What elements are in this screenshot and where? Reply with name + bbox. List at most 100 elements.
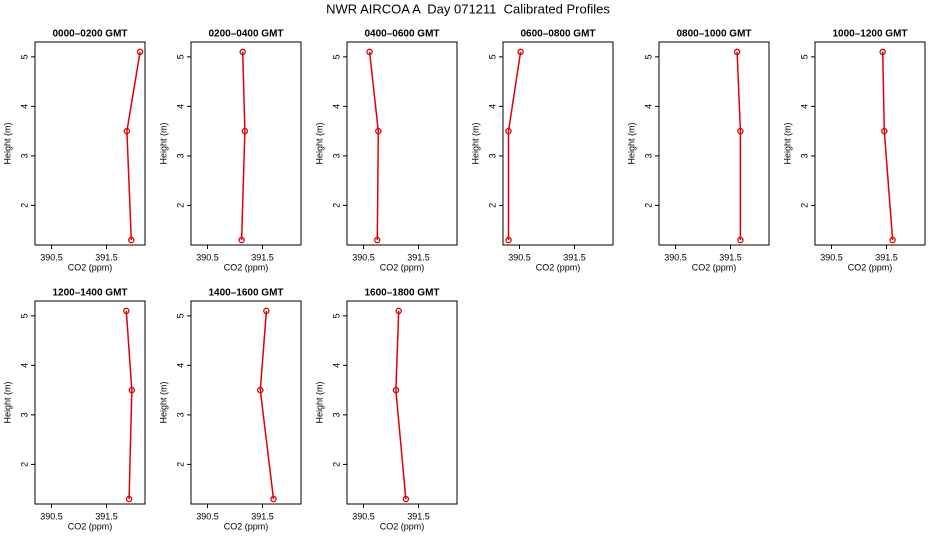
x-axis-label: CO2 (ppm): [68, 262, 113, 272]
y-tick-label: 2: [799, 203, 809, 208]
x-tick-label: 390.5: [196, 511, 219, 521]
y-tick-label: 4: [19, 363, 29, 368]
x-tick-label: 391.5: [563, 252, 586, 262]
x-tick-label: 390.5: [820, 252, 843, 262]
x-tick-label: 390.5: [352, 511, 375, 521]
y-tick-label: 5: [331, 313, 341, 318]
data-point: [136, 48, 144, 56]
profile-line: [259, 310, 275, 500]
plot-box: [34, 41, 146, 246]
panel: 1400–1600 GMT 390.5 391.5 2 3 4 5 CO2 (ppm) Heig…: [158, 288, 302, 531]
data-point: [517, 48, 524, 56]
x-axis-label: CO2 (ppm): [692, 262, 737, 272]
x-tick-label: 391.5: [719, 252, 742, 262]
panel: 0400–0600 GMT 390.5 391.5 2 3 4 5 CO2 (ppm) Heig…: [314, 29, 458, 272]
data-point: [733, 48, 741, 56]
y-axis-label: Height (m): [314, 122, 324, 164]
panel-title: 0000–0200 GMT: [52, 29, 127, 40]
plot-box: [34, 300, 146, 505]
data-point: [125, 495, 133, 503]
x-tick-label: 390.5: [352, 252, 375, 262]
data-point: [123, 127, 131, 135]
y-axis-label: Height (m): [314, 381, 324, 423]
panel: 0600–0800 GMT 390.5 391.5 2 3 4 5 CO2 (ppm) Heig…: [470, 29, 614, 272]
x-tick-label: 390.5: [508, 252, 531, 262]
y-tick-label: 4: [175, 363, 185, 368]
y-tick-label: 5: [487, 54, 497, 59]
data-point: [395, 307, 402, 315]
data-point: [257, 386, 264, 394]
y-axis-label: Height (m): [470, 122, 480, 164]
data-point: [127, 236, 135, 244]
y-tick-label: 5: [799, 54, 809, 59]
x-axis-label: CO2 (ppm): [224, 521, 269, 531]
data-point: [402, 495, 410, 503]
profile-line: [395, 310, 407, 500]
panel-title: 1200–1400 GMT: [52, 288, 127, 299]
x-axis-label: CO2 (ppm): [380, 262, 425, 272]
y-tick-label: 2: [331, 462, 341, 467]
x-tick-label: 391.5: [407, 252, 430, 262]
x-tick-label: 390.5: [196, 252, 219, 262]
data-point: [123, 307, 130, 315]
plot-box: [814, 41, 926, 246]
panel-title: 0600–0800 GMT: [520, 29, 595, 40]
y-tick-label: 3: [799, 153, 809, 158]
x-tick-label: 390.5: [664, 252, 687, 262]
panel-title: 1600–1800 GMT: [364, 288, 439, 299]
y-axis-label: Height (m): [2, 122, 12, 164]
page-title: NWR AIRCOA A Day 071211 Calibrated Profi…: [326, 1, 610, 16]
data-point: [366, 48, 373, 56]
panel: 0800–1000 GMT 390.5 391.5 2 3 4 5 CO2 (ppm) Heig…: [626, 29, 770, 272]
profile-line: [736, 51, 742, 240]
y-tick-label: 3: [19, 412, 29, 417]
plot-box: [190, 300, 302, 505]
plot-box: [190, 41, 302, 246]
y-tick-label: 2: [331, 203, 341, 208]
y-tick-label: 3: [19, 153, 29, 158]
x-axis-label: CO2 (ppm): [848, 262, 893, 272]
data-point: [238, 236, 245, 244]
x-tick-label: 390.5: [40, 511, 63, 521]
y-tick-label: 2: [175, 203, 185, 208]
panel-title: 0400–0600 GMT: [364, 29, 439, 40]
profile-line: [368, 51, 380, 241]
panel: 1200–1400 GMT 390.5 391.5 2 3 4 5 CO2 (ppm) Heig…: [2, 288, 146, 531]
data-point: [505, 127, 512, 135]
x-tick-label: 391.5: [95, 511, 118, 521]
profile-line: [126, 51, 141, 241]
panel-title: 1000–1200 GMT: [832, 29, 907, 40]
y-tick-label: 4: [799, 104, 809, 109]
x-axis-label: CO2 (ppm): [68, 521, 113, 531]
data-point: [505, 236, 512, 244]
y-tick-label: 2: [643, 203, 653, 208]
panel: 0200–0400 GMT 390.5 391.5 2 3 4 5 CO2 (ppm) Heig…: [158, 29, 302, 272]
x-tick-label: 391.5: [95, 252, 118, 262]
y-tick-label: 2: [487, 203, 497, 208]
x-tick-label: 391.5: [251, 252, 274, 262]
y-tick-label: 4: [487, 104, 497, 109]
data-point: [373, 236, 381, 244]
y-tick-label: 5: [175, 54, 185, 59]
y-tick-label: 5: [19, 54, 29, 59]
data-point: [737, 127, 744, 135]
y-tick-label: 3: [175, 153, 185, 158]
y-tick-label: 2: [19, 462, 29, 467]
panel: 0000–0200 GMT 390.5 391.5 2 3 4 5 CO2 (ppm) Heig…: [2, 29, 146, 272]
y-tick-label: 5: [331, 54, 341, 59]
panel-title: 0800–1000 GMT: [676, 29, 751, 40]
data-point: [879, 48, 886, 56]
y-tick-label: 4: [331, 104, 341, 109]
y-tick-label: 2: [175, 462, 185, 467]
data-point: [263, 307, 270, 315]
y-axis-label: Height (m): [158, 381, 168, 423]
x-tick-label: 391.5: [251, 511, 274, 521]
x-axis-label: CO2 (ppm): [380, 521, 425, 531]
y-axis-label: Height (m): [626, 122, 636, 164]
y-axis-label: Height (m): [158, 122, 168, 164]
y-tick-label: 3: [331, 153, 341, 158]
panel: 1000–1200 GMT 390.5 391.5 2 3 4 5 CO2 (ppm) Heig…: [782, 29, 926, 272]
profile-line: [507, 51, 522, 240]
y-tick-label: 4: [331, 363, 341, 368]
panel-title: 0200–0400 GMT: [208, 29, 283, 40]
